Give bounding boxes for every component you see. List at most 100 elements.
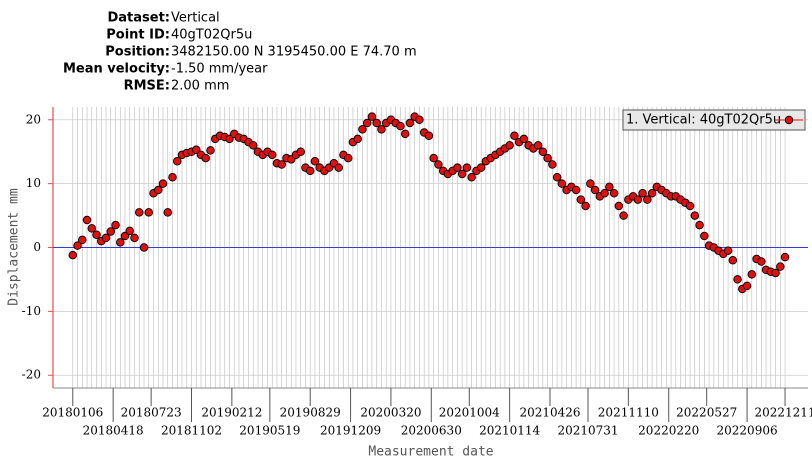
point (310, 157, 320, 166)
point (82, 215, 92, 225)
point (643, 195, 652, 204)
point (434, 160, 443, 169)
point (415, 115, 424, 125)
point (139, 243, 149, 252)
legend-box (622, 109, 806, 131)
point (225, 134, 234, 144)
point (424, 131, 434, 140)
x-tick-label: 20221211 (755, 406, 812, 420)
point (548, 160, 557, 169)
point (248, 141, 258, 150)
x-tick-label: 20210114 (479, 424, 540, 438)
point (168, 172, 177, 182)
point (130, 233, 139, 243)
point (358, 125, 367, 134)
y-tick-label: 20 (26, 112, 41, 126)
point (747, 270, 757, 279)
info-label: Position: (105, 45, 170, 60)
x-tick-label: 20180418 (83, 424, 144, 438)
point (685, 201, 695, 211)
x-tick-label: 20220906 (717, 424, 778, 438)
point (405, 118, 415, 128)
info-value: 2.00 mm (171, 79, 229, 94)
point (742, 281, 752, 291)
point (576, 195, 586, 204)
point (757, 257, 766, 266)
x-tick-label: 20210731 (557, 424, 618, 438)
point (154, 185, 163, 195)
x-tick-label: 20181102 (161, 424, 222, 438)
point (543, 153, 552, 163)
point (87, 224, 97, 233)
y-axis-label: Displacement mm (7, 188, 22, 306)
info-value: 3482150.00 N 3195450.00 E 74.70 m (171, 45, 417, 60)
point (695, 220, 704, 230)
info-label: Mean velocity: (63, 62, 170, 77)
point (116, 238, 125, 247)
point (367, 112, 377, 121)
x-tick-label: 20190519 (239, 424, 300, 438)
point (296, 147, 305, 156)
point (586, 179, 595, 188)
point (467, 172, 476, 182)
point (343, 153, 353, 163)
point (125, 226, 135, 236)
point (396, 121, 405, 131)
point (733, 275, 742, 284)
x-tick-label: 20201004 (439, 406, 500, 420)
x-tick-label: 20190212 (201, 406, 262, 420)
point (510, 131, 519, 140)
legend-label: 1. Vertical: 40gT02Qr5u (626, 113, 781, 128)
x-tick-label: 20190829 (280, 406, 341, 420)
point (476, 163, 486, 172)
point (771, 268, 780, 278)
x-tick-label: 20200320 (360, 406, 421, 420)
point (633, 195, 643, 204)
legend-marker (784, 115, 794, 125)
point (614, 201, 624, 211)
point (111, 220, 120, 230)
point (581, 201, 590, 211)
point (334, 163, 343, 172)
point (92, 230, 101, 239)
y-tick-label: -10 (22, 304, 41, 318)
info-value: -1.50 mm/year (171, 62, 268, 77)
point (144, 208, 154, 217)
point (201, 153, 210, 163)
point (690, 211, 700, 220)
y-tick-label: 10 (26, 176, 41, 190)
point (191, 145, 201, 155)
x-tick-label: 20220220 (638, 424, 699, 438)
point (780, 252, 790, 262)
point (267, 150, 277, 160)
point (362, 118, 372, 128)
point (377, 125, 386, 134)
point (78, 235, 87, 245)
info-value: Vertical (171, 11, 220, 26)
point (552, 172, 562, 182)
x-tick-label: 20180723 (121, 406, 182, 420)
point (453, 163, 462, 172)
x-tick-label: 20180106 (42, 406, 103, 420)
point (776, 262, 785, 271)
point (647, 188, 657, 198)
info-value: 40gT02Qr5u (171, 28, 252, 43)
point (519, 134, 529, 144)
point (605, 182, 614, 192)
point (158, 179, 168, 188)
point (173, 157, 182, 166)
y-tick-label: 0 (33, 240, 41, 254)
point (723, 246, 733, 255)
x-tick-label: 20220527 (676, 406, 737, 420)
point (571, 185, 581, 195)
point (590, 185, 600, 195)
point (73, 241, 82, 250)
info-label: Point ID: (106, 28, 170, 43)
point (135, 208, 144, 217)
x-axis-label: Measurement date (368, 445, 493, 460)
point (505, 141, 514, 150)
point (700, 231, 709, 241)
point (728, 256, 738, 265)
